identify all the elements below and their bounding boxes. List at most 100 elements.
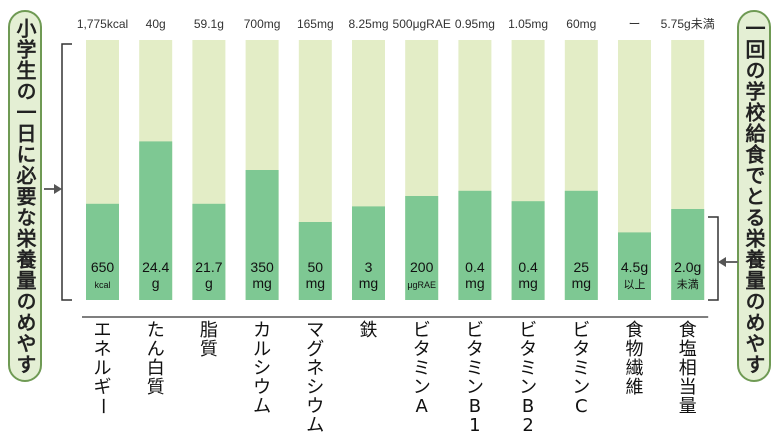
- right-arrow-head: [718, 257, 726, 267]
- lunch-unit-label: mg: [252, 275, 271, 291]
- lunch-bracket: [708, 216, 719, 301]
- lunch-unit-label: 未満: [677, 278, 699, 291]
- lunch-unit-label: mg: [518, 275, 537, 291]
- category-label-char: ー: [92, 397, 113, 415]
- daily-requirement-label: 小学生の一日に必要な栄養量のめやす: [8, 10, 42, 382]
- category-label-char: 鉄: [360, 320, 378, 341]
- lunch-value-label: 24.4: [142, 259, 169, 275]
- daily-value-label: 8.25mg: [348, 17, 388, 31]
- daily-requirement-text: 小学生の一日に必要な栄養量のめやす: [13, 17, 37, 375]
- category-label-char: ミ: [572, 358, 590, 379]
- category-label-char: 2: [522, 415, 533, 436]
- lunch-value-label: 650: [91, 259, 115, 275]
- category-label-char: 脂: [200, 320, 218, 341]
- category-label-char: ギ: [94, 377, 112, 398]
- category-label-char: 物: [626, 339, 644, 360]
- category-label-char: シ: [306, 377, 324, 398]
- lunch-value-label: 350: [250, 259, 274, 275]
- lunch-value-label: 3: [365, 259, 373, 275]
- category-label-char: 食: [626, 320, 644, 341]
- daily-value-label: ー: [628, 17, 640, 31]
- bar-fill: [245, 170, 279, 300]
- left-arrow-head: [54, 184, 62, 194]
- category-label-char: ン: [519, 377, 537, 398]
- category-label-char: 相: [679, 358, 697, 379]
- category-label-char: 量: [679, 396, 697, 417]
- lunch-unit-label: g: [205, 275, 213, 291]
- lunch-value-label: 21.7: [195, 259, 222, 275]
- category-label-char: ム: [306, 415, 324, 436]
- lunch-value-label: 25: [574, 259, 590, 275]
- daily-value-label: 5.75g未満: [661, 17, 715, 31]
- category-label-char: ン: [413, 377, 431, 398]
- daily-value-label: 500μgRAE: [393, 17, 451, 31]
- category-label-char: B: [469, 396, 481, 417]
- bar-fill: [405, 196, 439, 300]
- lunch-unit-label: mg: [359, 275, 378, 291]
- category-label-char: マ: [306, 320, 324, 341]
- lunch-value-label: 2.0g: [674, 259, 701, 275]
- category-label-char: ル: [94, 358, 112, 379]
- category-label-char: カ: [253, 320, 271, 341]
- lunch-value-label: 200: [410, 259, 434, 275]
- category-label-char: A: [416, 396, 429, 417]
- daily-value-label: 59.1g: [194, 17, 224, 31]
- bar-fill: [671, 209, 705, 300]
- lunch-value-label: 50: [308, 259, 324, 275]
- bar-fill: [511, 201, 545, 300]
- bar-fill: [352, 206, 385, 300]
- bar-fill: [86, 203, 119, 300]
- category-label-char: ン: [466, 377, 484, 398]
- category-label-char: ビ: [519, 320, 537, 341]
- category-label-char: ビ: [572, 320, 590, 341]
- category-label-char: ル: [253, 339, 271, 360]
- category-label-char: 質: [200, 339, 218, 360]
- category-label-char: エ: [94, 320, 112, 341]
- lunch-unit-label: g: [152, 275, 160, 291]
- school-lunch-label: 一回の学校給食でとる栄養量のめやす: [737, 10, 771, 382]
- category-label-char: ン: [572, 377, 590, 398]
- daily-value-label: 1,775kcal: [77, 17, 128, 31]
- category-label-char: ム: [253, 396, 271, 417]
- category-label-char: B: [522, 396, 534, 417]
- category-label-char: 白: [147, 358, 165, 379]
- bar-fill: [458, 190, 492, 300]
- category-label-char: タ: [572, 339, 590, 360]
- lunch-value-label: 4.5g: [621, 259, 648, 275]
- bar-fill: [298, 222, 332, 300]
- bar-fill: [564, 190, 598, 300]
- category-label-char: C: [575, 396, 588, 417]
- school-lunch-text: 一回の学校給食でとる栄養量のめやす: [742, 17, 766, 375]
- bar-fill: [139, 141, 173, 300]
- category-label-char: ビ: [413, 320, 431, 341]
- category-label-char: 当: [679, 377, 697, 398]
- lunch-unit-label: mg: [306, 275, 325, 291]
- category-label-char: 維: [626, 377, 644, 398]
- daily-value-label: 165mg: [297, 17, 334, 31]
- lunch-unit-label: mg: [572, 275, 591, 291]
- category-label-char: ウ: [253, 377, 271, 398]
- daily-value-label: 40g: [146, 17, 166, 31]
- category-label-char: グ: [306, 339, 324, 360]
- lunch-unit-label: kcal: [94, 280, 110, 290]
- lunch-unit-label: mg: [465, 275, 484, 291]
- category-label-char: シ: [253, 358, 271, 379]
- category-label-char: ん: [147, 339, 165, 360]
- category-label-char: ネ: [306, 358, 324, 379]
- category-label-char: タ: [413, 339, 431, 360]
- category-label-char: ネ: [94, 339, 112, 360]
- category-label-char: ミ: [413, 358, 431, 379]
- category-label-char: ビ: [466, 320, 484, 341]
- bar-fill: [618, 232, 651, 300]
- category-label-char: タ: [519, 339, 537, 360]
- category-label-char: 質: [147, 377, 165, 398]
- category-label-char: 繊: [626, 358, 644, 379]
- daily-value-label: 700mg: [244, 17, 281, 31]
- category-label-char: ウ: [306, 396, 324, 417]
- lunch-value-label: 0.4: [465, 259, 485, 275]
- category-label-char: ミ: [466, 358, 484, 379]
- lunch-value-label: 0.4: [518, 259, 538, 275]
- category-label-char: 1: [469, 415, 480, 436]
- daily-value-label: 0.95mg: [455, 17, 495, 31]
